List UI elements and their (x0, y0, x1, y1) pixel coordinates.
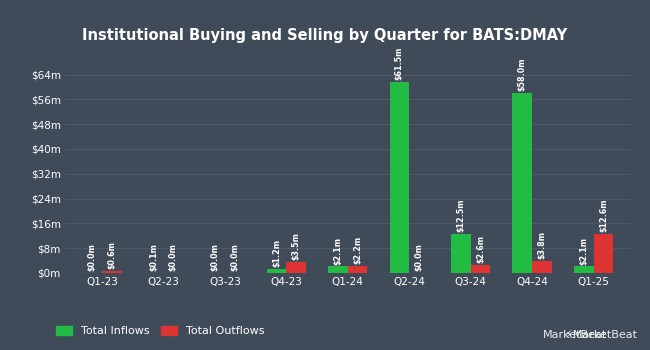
Bar (471, 265, 490, 273)
Text: $61.5m: $61.5m (395, 47, 404, 80)
Text: $2.1m: $2.1m (579, 237, 588, 265)
Text: $12.5m: $12.5m (456, 199, 465, 232)
Text: $58.0m: $58.0m (518, 58, 527, 91)
Bar (574, 266, 593, 273)
Text: $0.0m: $0.0m (230, 243, 239, 271)
Text: $2.2m: $2.2m (353, 236, 362, 264)
Text: $3.8m: $3.8m (538, 231, 547, 259)
Text: $0.0m: $0.0m (211, 243, 220, 271)
Text: Institutional Buying and Selling by Quarter for BATS:DMAY: Institutional Buying and Selling by Quar… (83, 28, 567, 43)
Bar (102, 271, 122, 273)
Bar (286, 262, 306, 273)
Text: ⁠⚡️MarketBeat: ⁠⚡️MarketBeat (565, 329, 637, 340)
Bar (266, 269, 286, 273)
Bar (328, 266, 348, 273)
Bar (389, 82, 410, 273)
Text: $0.1m: $0.1m (149, 243, 158, 271)
Bar (348, 266, 367, 273)
Bar (451, 234, 471, 273)
Text: $0.0m: $0.0m (88, 243, 97, 271)
Bar (532, 261, 552, 273)
Text: $3.5m: $3.5m (292, 232, 300, 260)
Text: $12.6m: $12.6m (599, 198, 608, 232)
Bar (512, 93, 532, 273)
Text: $0.6m: $0.6m (107, 241, 116, 269)
Text: $0.0m: $0.0m (169, 243, 177, 271)
Bar (593, 234, 614, 273)
Text: $1.2m: $1.2m (272, 239, 281, 267)
Text: $0.0m: $0.0m (415, 243, 424, 271)
Text: MarketBeat: MarketBeat (543, 329, 607, 340)
Text: $2.6m: $2.6m (476, 235, 485, 263)
Legend: Total Inflows, Total Outflows: Total Inflows, Total Outflows (51, 322, 269, 341)
Text: $2.1m: $2.1m (333, 237, 343, 265)
